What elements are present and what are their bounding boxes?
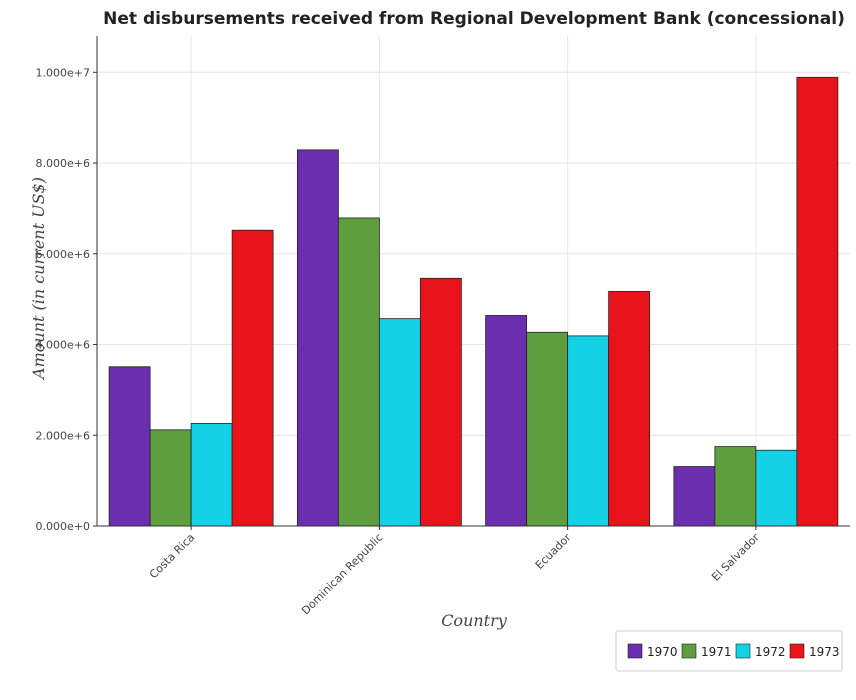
bar-1971 bbox=[337, 217, 380, 527]
legend-label: 1971 bbox=[701, 645, 732, 659]
y-axis-label: Amount (in current US$) bbox=[29, 177, 48, 381]
x-tick-label: Dominican Republic bbox=[299, 531, 385, 617]
bar-1971 bbox=[714, 446, 757, 527]
legend-swatch-1972 bbox=[735, 643, 751, 659]
legend-swatch-1973 bbox=[789, 643, 805, 659]
bar-1970 bbox=[296, 149, 339, 527]
legend-swatch-1970 bbox=[627, 643, 643, 659]
x-axis-label: Country bbox=[441, 611, 508, 630]
bar-1973 bbox=[608, 291, 651, 527]
y-tick-label: 8.000e+6 bbox=[36, 157, 90, 170]
bar-1973 bbox=[796, 76, 839, 527]
x-tick-label: Ecuador bbox=[533, 531, 574, 572]
legend-box bbox=[615, 630, 843, 672]
bar-1972 bbox=[755, 449, 798, 527]
bar-1971 bbox=[149, 429, 192, 527]
y-tick-label: 6.000e+6 bbox=[36, 248, 90, 261]
bar-1973 bbox=[231, 229, 274, 527]
legend-swatch-1971 bbox=[681, 643, 697, 659]
x-tick-label: El Salvador bbox=[709, 531, 762, 584]
legend-label: 1972 bbox=[755, 645, 786, 659]
legend: 1970 1971 1972 1973 bbox=[615, 630, 843, 672]
bar-1972 bbox=[378, 318, 421, 527]
chart-title: Net disbursements received from Regional… bbox=[103, 9, 845, 29]
x-tick-label: Costa Rica bbox=[147, 531, 197, 581]
bar-1970 bbox=[108, 366, 151, 527]
bar-1972 bbox=[190, 423, 233, 527]
bar-1970 bbox=[673, 466, 716, 527]
y-tick-label: 2.000e+6 bbox=[36, 429, 90, 442]
y-tick-label: 0.000e+0 bbox=[36, 520, 90, 533]
y-tick-label: 4.000e+6 bbox=[36, 339, 90, 352]
y-tick-label: 1.000e+7 bbox=[36, 66, 90, 79]
bars bbox=[108, 76, 839, 527]
bar-1973 bbox=[419, 277, 462, 527]
legend-label: 1970 bbox=[647, 645, 678, 659]
bar-1971 bbox=[526, 331, 569, 527]
bar-1972 bbox=[567, 335, 610, 527]
legend-label: 1973 bbox=[809, 645, 840, 659]
bar-1970 bbox=[485, 315, 528, 527]
